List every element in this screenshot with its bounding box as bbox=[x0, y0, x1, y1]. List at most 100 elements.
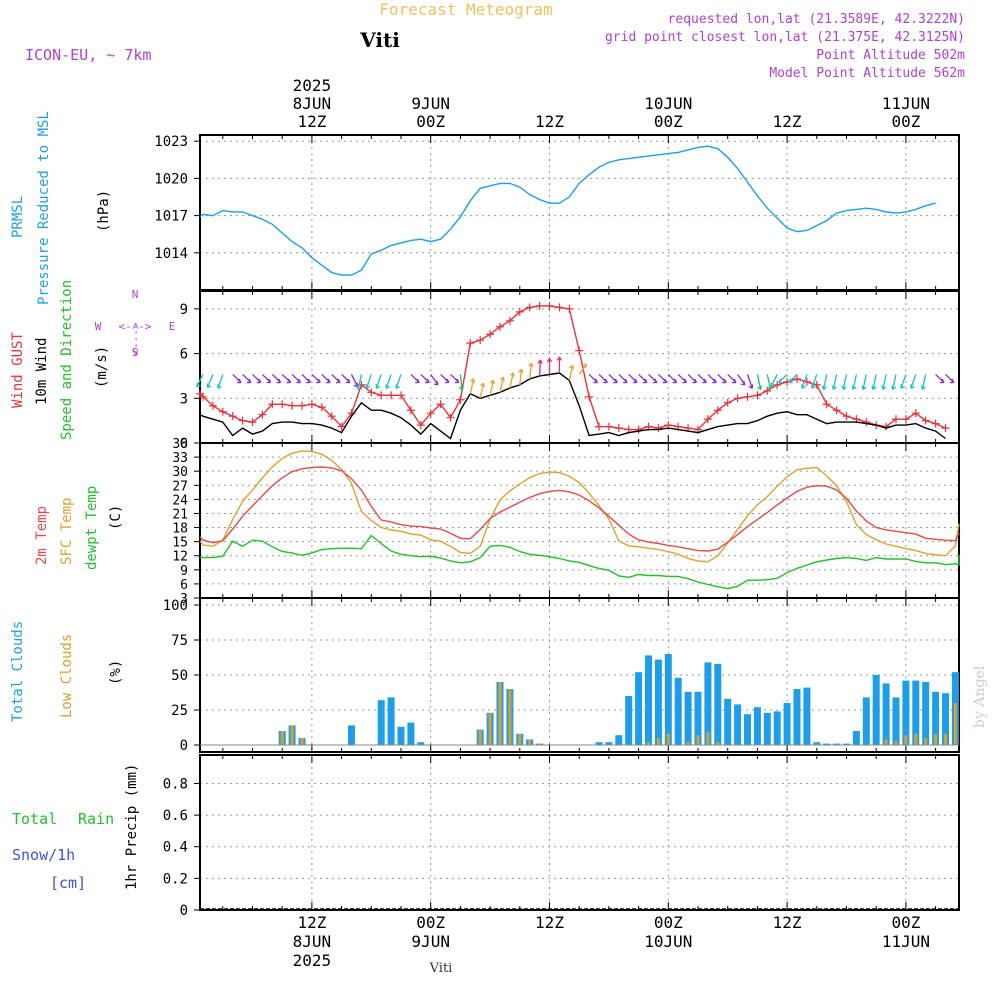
low-cloud-bar bbox=[894, 740, 898, 745]
gust-line-marker bbox=[466, 339, 475, 348]
y-tick-label: 1017 bbox=[154, 209, 188, 225]
total-cloud-bar bbox=[833, 743, 841, 745]
y-tick-label: 0 bbox=[180, 738, 188, 754]
wind-arrow-head bbox=[236, 378, 242, 384]
y-tick-label: 21 bbox=[172, 507, 188, 522]
y-tick-label: 0.2 bbox=[163, 871, 188, 887]
wind-arrow-head bbox=[632, 378, 638, 384]
wind-arrow-head bbox=[458, 386, 465, 391]
low-cloud-bar bbox=[884, 739, 888, 745]
wind-arrow-head bbox=[335, 378, 341, 384]
y-tick-label: 30 bbox=[172, 465, 188, 480]
wind-arrow bbox=[770, 374, 778, 387]
wind-arrow-head bbox=[692, 378, 697, 384]
gust-line-marker bbox=[793, 374, 801, 383]
wind-arrow-head bbox=[831, 385, 837, 390]
wind-arrow-head bbox=[479, 382, 485, 388]
total-cloud-bar bbox=[932, 691, 940, 745]
gust-line-marker bbox=[763, 386, 772, 395]
y-tick-label: 0 bbox=[180, 436, 188, 452]
total-cloud-bar bbox=[605, 742, 613, 745]
wind-label: 10m Wind bbox=[34, 338, 50, 405]
total-cloud-bar bbox=[674, 677, 682, 745]
total-cloud-bar bbox=[753, 707, 761, 745]
gust-line-marker bbox=[733, 394, 742, 403]
wind-arrow-head bbox=[731, 378, 737, 384]
low-cloud-bar bbox=[924, 738, 928, 745]
total-cloud-bar bbox=[912, 680, 920, 745]
total-cloud-bar bbox=[882, 683, 890, 745]
gust-line-marker bbox=[812, 380, 821, 389]
wind-arrow-head bbox=[444, 378, 450, 384]
total-cloud-bar bbox=[773, 711, 781, 745]
gust-line-marker bbox=[307, 400, 316, 409]
gust-line-marker bbox=[743, 392, 752, 401]
wind-arrow bbox=[385, 374, 392, 389]
y-tick-label: 18 bbox=[172, 522, 188, 537]
gust-line-marker bbox=[604, 422, 613, 431]
rain-label-total: Total bbox=[12, 810, 57, 828]
time-label-top: 12Z bbox=[297, 112, 326, 131]
time-label-bottom: 10JUN bbox=[644, 932, 692, 951]
snow-label: Snow/1h bbox=[12, 846, 75, 864]
total-cloud-bar bbox=[694, 691, 702, 745]
pressure-label-2: Pressure Reduced to MSL bbox=[36, 111, 52, 305]
gust-line-marker bbox=[436, 400, 445, 409]
panel-frame bbox=[199, 597, 960, 753]
wind-arrow-head bbox=[891, 385, 897, 390]
wind-arrow-head bbox=[920, 385, 926, 390]
wind-arrow bbox=[469, 378, 475, 394]
wind-arrow-head bbox=[740, 380, 746, 386]
wind-arrow-head bbox=[425, 378, 430, 384]
wind-arrow-head bbox=[871, 385, 877, 390]
time-label-top: 12Z bbox=[773, 112, 802, 131]
wind-arrow-head bbox=[470, 378, 476, 383]
gust-line-marker bbox=[337, 422, 346, 431]
y-tick-label: 0.8 bbox=[163, 776, 188, 792]
compass-n: N bbox=[132, 288, 139, 301]
gust-line-marker bbox=[486, 330, 495, 339]
gust-line-marker bbox=[228, 412, 237, 421]
credit-watermark: by Angel bbox=[972, 665, 988, 728]
gust-label: Wind GUST bbox=[10, 332, 26, 408]
low-cloud-bar bbox=[934, 733, 938, 745]
wind-arrow bbox=[910, 374, 917, 389]
wind-arrow-head bbox=[395, 384, 401, 389]
total-cloud-bar bbox=[348, 725, 355, 745]
total-cloud-bar bbox=[942, 693, 949, 745]
gust-line-marker bbox=[199, 392, 207, 401]
y-tick-label: 3 bbox=[180, 391, 188, 407]
time-label-bottom: 2025 bbox=[293, 951, 332, 970]
low-cloud-bar bbox=[478, 729, 482, 745]
gust-line-marker bbox=[397, 391, 405, 400]
wind-arrow-head bbox=[356, 385, 362, 390]
total-cloud-bar bbox=[892, 697, 900, 745]
panel-frame bbox=[199, 442, 960, 599]
wind-arrow-head bbox=[296, 378, 301, 384]
wind-arrow-head bbox=[415, 378, 420, 384]
rain-label-rain: Rain bbox=[78, 810, 114, 828]
tsfc-label: SFC Temp bbox=[59, 498, 75, 565]
compass-s: S bbox=[132, 346, 139, 359]
wind-arrow-head bbox=[256, 378, 262, 384]
y-tick-label: 100 bbox=[163, 598, 188, 614]
time-label-bottom: 12Z bbox=[535, 913, 564, 932]
gust-line-marker bbox=[654, 424, 663, 433]
wind-arrow-head bbox=[712, 378, 717, 384]
compass-icon: N <---> S W <---> E bbox=[95, 288, 176, 359]
low-cloud-bar bbox=[300, 738, 304, 745]
wind-arrow-head bbox=[326, 378, 331, 384]
low-cloud-bar bbox=[696, 735, 700, 745]
dewpt-line bbox=[199, 534, 960, 590]
time-label-top: 12Z bbox=[535, 112, 564, 131]
gust-line-marker bbox=[525, 303, 534, 312]
gust-line-marker bbox=[921, 416, 930, 425]
y-tick-label: 1023 bbox=[154, 134, 188, 150]
wind-arrow bbox=[872, 374, 877, 390]
wind-arrow-head bbox=[593, 378, 598, 384]
gust-line-marker bbox=[931, 419, 940, 428]
wind-arrow bbox=[509, 372, 514, 389]
y-tick-label: 36 bbox=[172, 437, 188, 452]
gust-line-marker bbox=[317, 403, 326, 412]
